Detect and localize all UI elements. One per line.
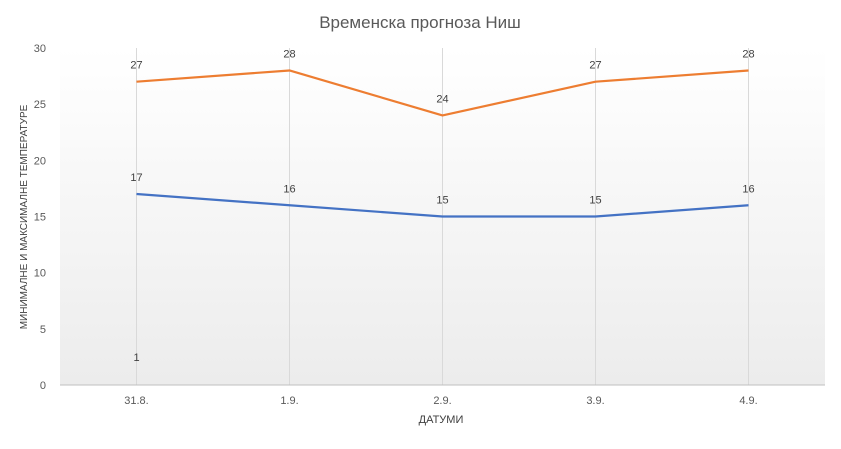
data-label: 15 [589,195,601,207]
x-tick-label: 2.9. [433,395,451,407]
data-label: 15 [436,195,448,207]
x-tick-label: 4.9. [739,395,757,407]
y-tick-label: 30 [34,43,46,55]
axes: 0 5 10 15 20 25 30 31.8. 1.9. 2.9. 3.9. 4.9. [34,43,825,407]
data-label: 16 [283,183,295,195]
data-label: 27 [130,60,142,72]
y-tick-label: 20 [34,155,46,167]
data-label: 28 [742,48,754,60]
chart-title: Временска прогноза Ниш [319,13,521,32]
data-labels: 27 28 24 27 28 17 16 15 15 16 1 [130,48,754,363]
series-line-1 [136,69,749,117]
data-label: 17 [130,172,142,184]
series-layer [136,69,749,218]
y-axis-title: МИНИМАЛНЕ И МАКСИМАЛНЕ ТЕМПЕРАТУРЕ [19,104,30,329]
y-tick-label: 10 [34,268,46,280]
y-tick-label: 5 [40,324,46,336]
data-label: 16 [742,183,754,195]
x-tick-label: 1.9. [280,395,298,407]
data-label: 27 [589,60,601,72]
x-tick-label: 3.9. [586,395,604,407]
y-tick-label: 0 [40,380,46,392]
series-line-2 [136,192,749,218]
y-tick-label: 15 [34,212,46,224]
data-label: 28 [283,48,295,60]
data-label: 24 [436,93,448,105]
annotation-label: 1 [133,352,139,364]
x-axis-title: ДАТУМИ [419,414,464,426]
x-tick-label: 31.8. [124,395,148,407]
y-tick-label: 25 [34,99,46,111]
